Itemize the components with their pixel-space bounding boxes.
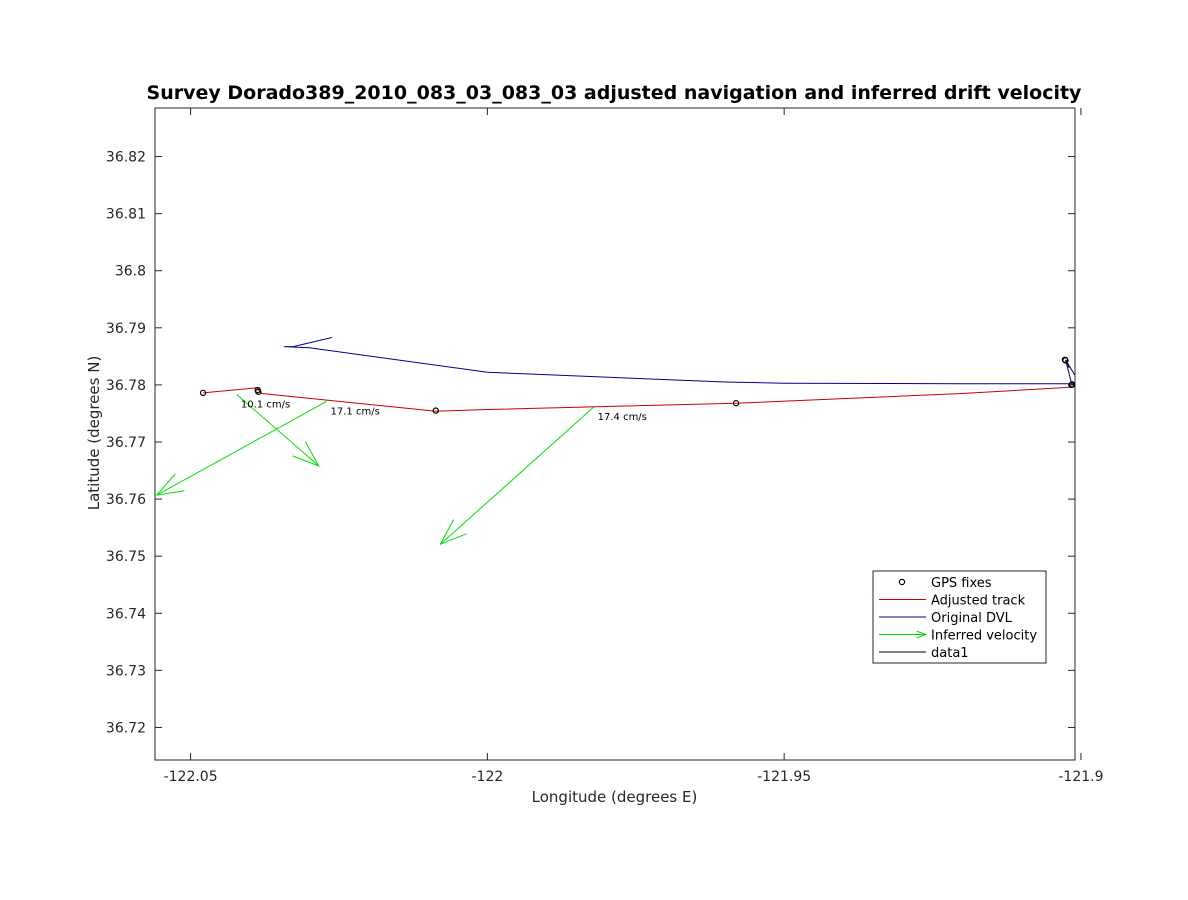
y-tick-label: 36.82 [106,150,146,166]
legend-adjusted-track-label: Adjusted track [931,594,1026,609]
velocity-arrow-shaft [156,401,327,496]
y-tick-label: 36.79 [106,321,146,337]
x-axis-label: Longitude (degrees E) [532,788,698,806]
series-line-original-dvl [283,337,1075,386]
legend-inferred-velocity-swatch-head [916,630,928,639]
gps-fix-marker [1062,357,1069,364]
velocity-arrow-head [439,519,467,546]
gps-fix-marker [255,388,262,395]
velocity-arrow-shaft [440,406,594,545]
legend-gps-fixes-swatch [898,578,906,586]
velocity-arrow-shaft [236,394,320,467]
gps-fix-marker [732,399,740,407]
axes: -122.05 -122 -121.95 -121.9 36.72 36.73 36.74 3… [106,107,1104,785]
plot-area: 10.1 cm/s 17.1 cm/s 17.4 cm/s [155,337,1076,546]
legend-data1-label: data1 [931,646,969,661]
y-tick-label: 36.78 [106,378,146,394]
y-tick-label: 36.77 [106,435,146,451]
gps-fix-marker [432,407,439,414]
x-tick-label: -121.9 [1058,769,1103,785]
y-tick-label: 36.8 [115,264,146,280]
legend-inferred-velocity-label: Inferred velocity [931,629,1037,644]
legend-gps-fixes-label: GPS fixes [931,576,992,591]
gps-fix-marker [199,389,207,397]
legend-original-dvl-label: Original DVL [931,611,1013,626]
velocity-label: 17.4 cm/s [598,412,647,423]
velocity-arrow-head [155,473,185,496]
x-tick-label: -121.95 [757,769,811,785]
y-tick-label: 36.72 [106,720,146,736]
velocity-label: 10.1 cm/s [241,400,290,411]
y-tick-label: 36.73 [106,663,146,679]
velocity-label: 17.1 cm/s [331,406,380,417]
legend: GPS fixes Adjusted track Original DVL Infer… [872,570,1047,664]
y-tick-label: 36.75 [106,549,146,565]
x-tick-label: -122 [471,769,503,785]
y-tick-label: 36.76 [106,492,146,508]
y-tick-label: 36.74 [106,606,146,622]
velocity-arrow-head [292,441,320,467]
gps-fix-marker [1068,381,1076,388]
x-tick-label: -122.05 [164,769,218,785]
y-tick-label: 36.81 [106,207,146,223]
y-axis-label: Latitude (degrees N) [85,356,103,511]
chart-title: Survey Dorado389_2010_083_03_083_03 adju… [147,82,1083,104]
